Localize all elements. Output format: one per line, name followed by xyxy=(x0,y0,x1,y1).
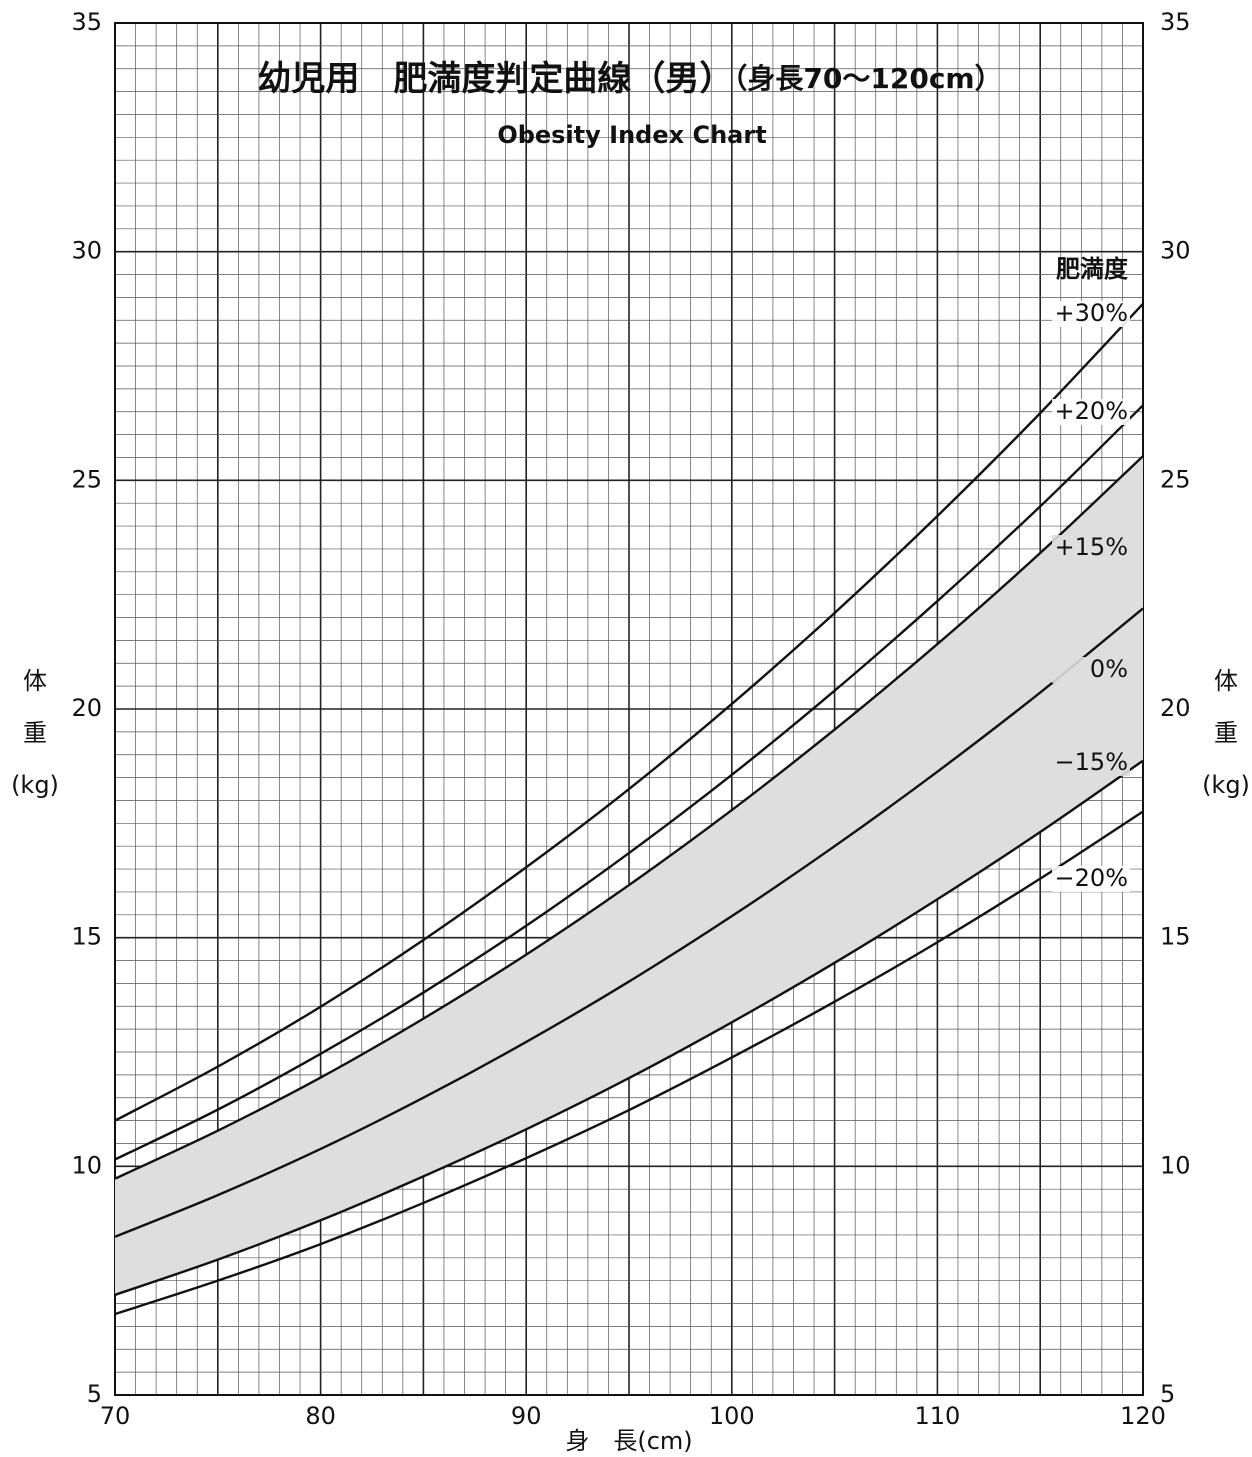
x-tick-label: 120 xyxy=(1120,1402,1166,1430)
y2-tick-label: 25 xyxy=(1160,465,1191,493)
y-axis-label: (kg) xyxy=(11,771,59,799)
y-tick-label: 35 xyxy=(71,8,102,36)
legend-label: −20% xyxy=(1055,864,1128,892)
legend-label: +30% xyxy=(1055,299,1128,327)
legend-label-bg xyxy=(1052,750,1130,776)
x-tick-label: 90 xyxy=(511,1402,542,1430)
y2-tick-label: 10 xyxy=(1160,1151,1191,1179)
legend-label: +20% xyxy=(1055,397,1128,425)
chart-title-note: （身長70〜120cm） xyxy=(733,62,1002,95)
curve xyxy=(114,759,1144,1296)
legend-label: −15% xyxy=(1055,748,1128,776)
x-tick-label: 100 xyxy=(709,1402,755,1430)
lines-layer xyxy=(114,302,1144,1316)
y-tick-label: 25 xyxy=(71,465,102,493)
chart-subtitle: Obesity Index Chart xyxy=(497,121,766,149)
shade-layer xyxy=(115,456,1143,1295)
y-tick-label: 10 xyxy=(71,1151,102,1179)
y-axis-label: 体 xyxy=(23,667,47,695)
x-axis-label: 身 長(cm) xyxy=(565,1427,692,1455)
shaded-band xyxy=(115,456,1143,1295)
legend-label-bg xyxy=(1052,535,1130,561)
y-axis-label: 重 xyxy=(23,719,47,747)
legend-label: +15% xyxy=(1055,533,1128,561)
y2-axis-label: (kg) xyxy=(1202,771,1250,799)
y-tick-label: 20 xyxy=(71,694,102,722)
title-line: 幼児用 肥満度判定曲線（男）（身長70〜120cm） xyxy=(257,59,1002,99)
y-tick-label: 5 xyxy=(87,1380,102,1408)
legend-label-bg xyxy=(1052,657,1130,683)
y2-axis-label: 体 xyxy=(1214,667,1238,695)
x-tick-label: 70 xyxy=(100,1402,131,1430)
labels-layer: 5 5 10 10 15 15 20 20 25 25 30 30 35 35 70 80 90 100 110 12… xyxy=(11,8,1250,1455)
curve xyxy=(114,302,1144,1122)
chart-title: 幼児用 肥満度判定曲線（男） xyxy=(257,59,733,99)
y2-tick-label: 15 xyxy=(1160,923,1191,951)
curve xyxy=(114,455,1144,1180)
y-tick-label: 30 xyxy=(71,237,102,265)
y2-tick-label: 30 xyxy=(1160,237,1191,265)
curve xyxy=(114,404,1144,1161)
y2-tick-label: 5 xyxy=(1160,1380,1175,1408)
legend-label-bg xyxy=(1052,399,1130,425)
y2-axis-label: 重 xyxy=(1214,719,1238,747)
x-tick-label: 80 xyxy=(305,1402,336,1430)
y2-tick-label: 20 xyxy=(1160,694,1191,722)
x-tick-label: 110 xyxy=(914,1402,960,1430)
legend-label: 0% xyxy=(1090,655,1128,683)
legend-label-bg xyxy=(1052,301,1130,327)
y2-tick-label: 35 xyxy=(1160,8,1191,36)
curve xyxy=(114,607,1144,1238)
curve xyxy=(114,810,1144,1316)
legend-title: 肥満度 xyxy=(1056,255,1129,283)
y-tick-label: 15 xyxy=(71,923,102,951)
legend-label-bg xyxy=(1052,866,1130,892)
